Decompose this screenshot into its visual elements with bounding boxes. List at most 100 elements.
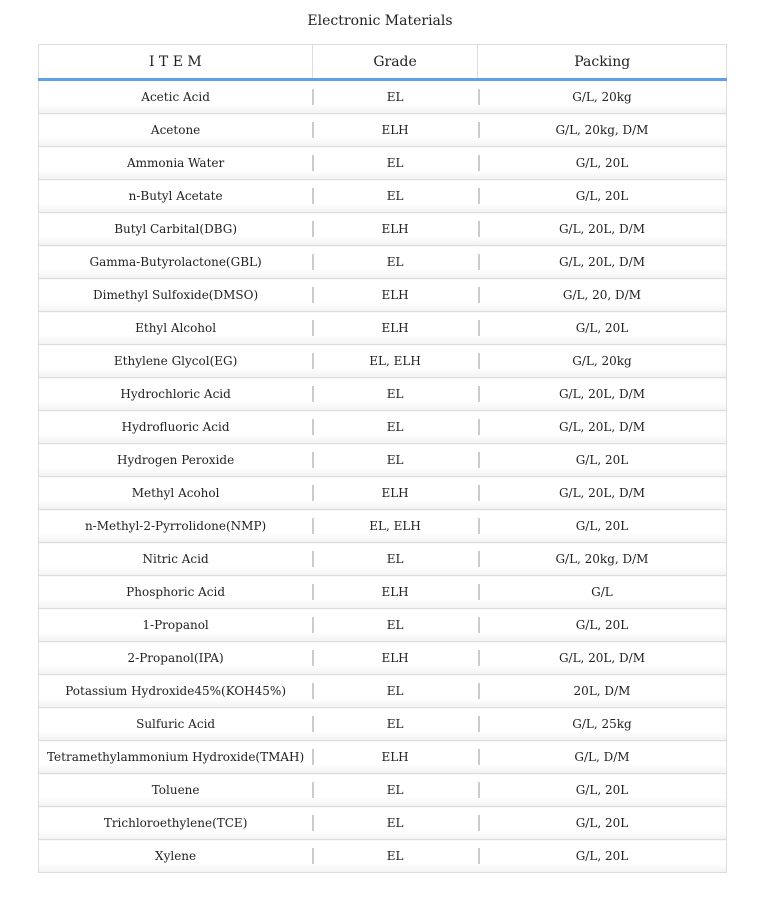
item-cell: Hydrochloric Acid xyxy=(38,377,313,411)
table-row: 1-Propanol EL G/L, 20L xyxy=(38,608,727,642)
header-packing: Packing xyxy=(477,44,727,81)
table-row: Gamma-Butyrolactone(GBL) EL G/L, 20L, D/M xyxy=(38,245,727,279)
grade-cell: EL xyxy=(312,839,478,873)
table-row: Acetone ELH G/L, 20kg, D/M xyxy=(38,113,727,147)
grade-cell: ELH xyxy=(312,740,478,774)
header-item: I T E M xyxy=(38,44,313,81)
item-cell: 2-Propanol(IPA) xyxy=(38,641,313,675)
item-cell: Acetic Acid xyxy=(38,79,313,114)
table-row: Dimethyl Sulfoxide(DMSO) ELH G/L, 20, D/M xyxy=(38,278,727,312)
table-row: Acetic Acid EL G/L, 20kg xyxy=(38,79,727,114)
item-cell: Phosphoric Acid xyxy=(38,575,313,609)
item-cell: Nitric Acid xyxy=(38,542,313,576)
table-row: Xylene EL G/L, 20L xyxy=(38,839,727,873)
packing-cell: G/L, 20kg, D/M xyxy=(477,542,727,576)
item-cell: n-Methyl-2-Pyrrolidone(NMP) xyxy=(38,509,313,543)
table-row: Butyl Carbital(DBG) ELH G/L, 20L, D/M xyxy=(38,212,727,246)
packing-cell: G/L, 20L xyxy=(477,608,727,642)
table-header-row: I T E M Grade Packing xyxy=(38,44,727,81)
grade-cell: ELH xyxy=(312,278,478,312)
packing-cell: G/L xyxy=(477,575,727,609)
packing-cell: G/L, D/M xyxy=(477,740,727,774)
item-cell: Ethyl Alcohol xyxy=(38,311,313,345)
grade-cell: ELH xyxy=(312,476,478,510)
grade-cell: EL xyxy=(312,377,478,411)
grade-cell: EL xyxy=(312,608,478,642)
item-cell: Ammonia Water xyxy=(38,146,313,180)
packing-cell: G/L, 20, D/M xyxy=(477,278,727,312)
packing-cell: G/L, 20kg xyxy=(477,344,727,378)
packing-cell: G/L, 20kg, D/M xyxy=(477,113,727,147)
grade-cell: ELH xyxy=(312,113,478,147)
grade-cell: EL xyxy=(312,245,478,279)
item-cell: Sulfuric Acid xyxy=(38,707,313,741)
grade-cell: EL, ELH xyxy=(312,509,478,543)
item-cell: Trichloroethylene(TCE) xyxy=(38,806,313,840)
table-row: Hydrochloric Acid EL G/L, 20L, D/M xyxy=(38,377,727,411)
table-row: n-Methyl-2-Pyrrolidone(NMP) EL, ELH G/L, 2… xyxy=(38,509,727,543)
packing-cell: G/L, 25kg xyxy=(477,707,727,741)
packing-cell: 20L, D/M xyxy=(477,674,727,708)
packing-cell: G/L, 20L, D/M xyxy=(477,245,727,279)
packing-cell: G/L, 20L, D/M xyxy=(477,476,727,510)
grade-cell: EL xyxy=(312,79,478,114)
grade-cell: EL xyxy=(312,707,478,741)
packing-cell: G/L, 20L xyxy=(477,179,727,213)
item-cell: Hydrogen Peroxide xyxy=(38,443,313,477)
grade-cell: EL xyxy=(312,410,478,444)
table-row: Phosphoric Acid ELH G/L xyxy=(38,575,727,609)
grade-cell: EL xyxy=(312,674,478,708)
packing-cell: G/L, 20L xyxy=(477,311,727,345)
item-cell: Potassium Hydroxide45%(KOH45%) xyxy=(38,674,313,708)
table-row: Ethylene Glycol(EG) EL, ELH G/L, 20kg xyxy=(38,344,727,378)
packing-cell: G/L, 20L xyxy=(477,509,727,543)
item-cell: Butyl Carbital(DBG) xyxy=(38,212,313,246)
grade-cell: EL xyxy=(312,806,478,840)
packing-cell: G/L, 20L, D/M xyxy=(477,410,727,444)
table-row: Methyl Acohol ELH G/L, 20L, D/M xyxy=(38,476,727,510)
table-row: Hydrofluoric Acid EL G/L, 20L, D/M xyxy=(38,410,727,444)
table-row: Tetramethylammonium Hydroxide(TMAH) ELH G/… xyxy=(38,740,727,774)
grade-cell: EL xyxy=(312,179,478,213)
item-cell: Gamma-Butyrolactone(GBL) xyxy=(38,245,313,279)
item-cell: Acetone xyxy=(38,113,313,147)
item-cell: Ethylene Glycol(EG) xyxy=(38,344,313,378)
packing-cell: G/L, 20L xyxy=(477,443,727,477)
grade-cell: EL xyxy=(312,146,478,180)
table-row: 2-Propanol(IPA) ELH G/L, 20L, D/M xyxy=(38,641,727,675)
item-cell: Toluene xyxy=(38,773,313,807)
grade-cell: EL xyxy=(312,443,478,477)
table-row: Potassium Hydroxide45%(KOH45%) EL 20L, D/M xyxy=(38,674,727,708)
packing-cell: G/L, 20L, D/M xyxy=(477,212,727,246)
item-cell: Xylene xyxy=(38,839,313,873)
item-cell: Tetramethylammonium Hydroxide(TMAH) xyxy=(38,740,313,774)
header-grade: Grade xyxy=(312,44,479,81)
grade-cell: ELH xyxy=(312,641,478,675)
table-row: Toluene EL G/L, 20L xyxy=(38,773,727,807)
table-row: n-Butyl Acetate EL G/L, 20L xyxy=(38,179,727,213)
table-row: Ammonia Water EL G/L, 20L xyxy=(38,146,727,180)
table-row: Trichloroethylene(TCE) EL G/L, 20L xyxy=(38,806,727,840)
item-cell: Dimethyl Sulfoxide(DMSO) xyxy=(38,278,313,312)
packing-cell: G/L, 20kg xyxy=(477,79,727,114)
item-cell: n-Butyl Acetate xyxy=(38,179,313,213)
item-cell: Methyl Acohol xyxy=(38,476,313,510)
packing-cell: G/L, 20L, D/M xyxy=(477,377,727,411)
grade-cell: EL, ELH xyxy=(312,344,478,378)
packing-cell: G/L, 20L xyxy=(477,146,727,180)
grade-cell: ELH xyxy=(312,575,478,609)
table-row: Sulfuric Acid EL G/L, 25kg xyxy=(38,707,727,741)
item-cell: Hydrofluoric Acid xyxy=(38,410,313,444)
packing-cell: G/L, 20L xyxy=(477,839,727,873)
item-cell: 1-Propanol xyxy=(38,608,313,642)
page-title: Electronic Materials xyxy=(307,13,453,29)
table-row: Nitric Acid EL G/L, 20kg, D/M xyxy=(38,542,727,576)
table-row: Ethyl Alcohol ELH G/L, 20L xyxy=(38,311,727,345)
packing-cell: G/L, 20L xyxy=(477,806,727,840)
table-row: Hydrogen Peroxide EL G/L, 20L xyxy=(38,443,727,477)
grade-cell: ELH xyxy=(312,212,478,246)
materials-table: I T E M Grade Packing Acetic Acid EL G/L, … xyxy=(38,44,727,873)
packing-cell: G/L, 20L xyxy=(477,773,727,807)
grade-cell: ELH xyxy=(312,311,478,345)
grade-cell: EL xyxy=(312,542,478,576)
